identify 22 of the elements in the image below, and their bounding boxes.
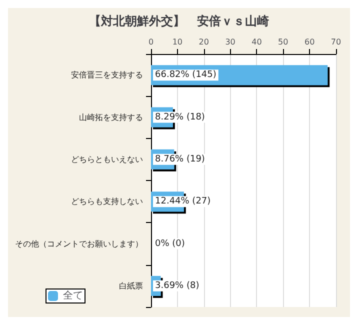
data-label: 12.44% (27) bbox=[155, 196, 211, 207]
data-label: 8.29% (18) bbox=[155, 112, 205, 122]
x-tick-label: 10 bbox=[172, 38, 183, 46]
x-tick-label: 20 bbox=[198, 38, 209, 46]
y-tick-label: 安倍晋三を支持する bbox=[71, 70, 143, 80]
y-tick-label: どちらも支持しない bbox=[71, 197, 143, 206]
x-tick-label: 70 bbox=[330, 38, 342, 46]
y-tick-label: どちらともいえない bbox=[71, 154, 143, 164]
chart-title: 【対北朝鮮外交】 安倍ｖｓ山崎 bbox=[89, 14, 269, 28]
x-tick-label: 30 bbox=[225, 38, 236, 46]
legend-label: 全て bbox=[63, 290, 83, 302]
data-label: 0% (0) bbox=[155, 238, 185, 249]
y-tick-label: 白紙票 bbox=[119, 281, 143, 290]
data-label: 3.69% (8) bbox=[155, 280, 200, 291]
x-tick-label: 40 bbox=[252, 38, 262, 46]
y-tick-label: 山崎拓を支持する bbox=[79, 112, 143, 122]
data-label: 66.82% (145) bbox=[155, 70, 216, 80]
x-tick-label: 0 bbox=[148, 38, 154, 46]
x-tick-label: 60 bbox=[304, 38, 315, 46]
x-tick-label: 50 bbox=[278, 38, 288, 46]
data-label: 8.76% (19) bbox=[155, 154, 205, 164]
y-tick-label: その他（コメントでお願いします） bbox=[15, 239, 143, 248]
